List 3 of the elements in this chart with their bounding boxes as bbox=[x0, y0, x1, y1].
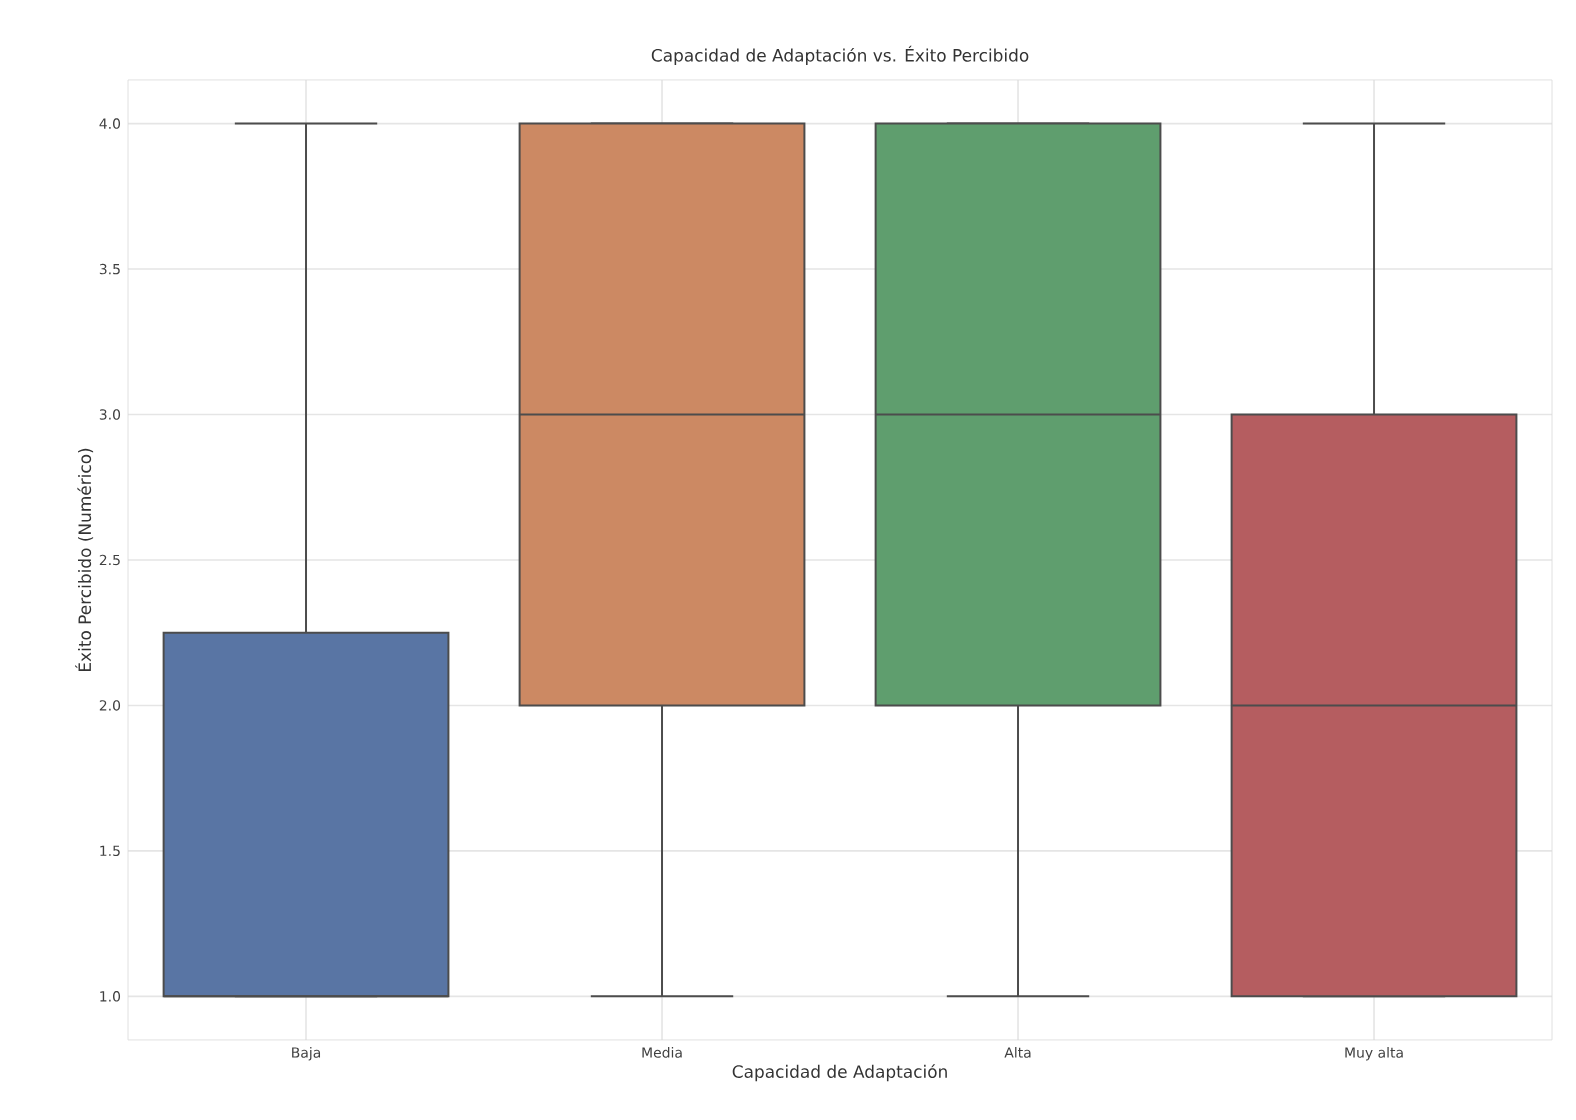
chart-title: Capacidad de Adaptación vs. Éxito Percibido bbox=[651, 45, 1029, 65]
x-axis-title: Capacidad de Adaptación bbox=[732, 1064, 947, 1082]
y-axis-title: Éxito Percibido (Numérico) bbox=[75, 448, 94, 671]
